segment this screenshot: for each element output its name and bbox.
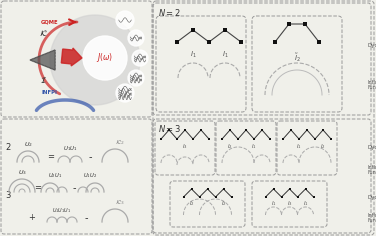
Text: 3: 3 — [5, 190, 11, 199]
Text: $I_1$: $I_1$ — [296, 143, 302, 152]
Text: $I_2$: $I_2$ — [227, 143, 233, 152]
Text: Dyck: Dyck — [368, 146, 376, 151]
Text: $I_3$: $I_3$ — [182, 143, 188, 152]
Text: 2: 2 — [5, 143, 11, 152]
Text: $U_1U_1$: $U_1U_1$ — [63, 144, 77, 153]
Text: $U_1U_2$: $U_1U_2$ — [83, 171, 97, 180]
Circle shape — [128, 30, 144, 46]
Text: $I_1$: $I_1$ — [190, 50, 196, 60]
Text: $\tilde{I}_2$: $\tilde{I}_2$ — [294, 52, 300, 64]
Text: =: = — [47, 152, 55, 161]
Text: $I_2$: $I_2$ — [221, 200, 226, 208]
Text: -: - — [72, 183, 76, 193]
Text: $\mathcal{K}_2$: $\mathcal{K}_2$ — [115, 138, 125, 147]
Text: $I_1$: $I_1$ — [251, 143, 257, 152]
Text: Influ
Func: Influ Func — [368, 213, 376, 223]
Text: $\mathcal{K}$: $\mathcal{K}$ — [39, 28, 47, 38]
Text: $I_1$: $I_1$ — [222, 50, 228, 60]
Text: Dyck: Dyck — [368, 195, 376, 201]
Circle shape — [83, 36, 127, 80]
Text: -: - — [88, 152, 92, 162]
Text: $U_3$: $U_3$ — [18, 168, 26, 177]
Text: $U_2$: $U_2$ — [24, 140, 32, 149]
Text: $I_2$: $I_2$ — [189, 200, 194, 208]
Text: INFPI: INFPI — [42, 89, 58, 94]
Circle shape — [132, 50, 148, 66]
Text: Dyck: Dyck — [368, 42, 376, 47]
FancyArrow shape — [61, 48, 82, 66]
Circle shape — [128, 70, 144, 86]
Text: $N=3$: $N=3$ — [158, 123, 181, 135]
Text: $I_3$: $I_3$ — [287, 200, 293, 208]
Text: =: = — [35, 184, 41, 193]
Text: +: + — [29, 214, 35, 223]
Text: $\mathcal{I}$: $\mathcal{I}$ — [39, 75, 47, 85]
Text: $N=2$: $N=2$ — [158, 8, 181, 18]
Text: $I_1$: $I_1$ — [271, 200, 276, 208]
Text: $U_2U_1$: $U_2U_1$ — [48, 171, 62, 180]
Circle shape — [50, 15, 140, 105]
Text: Influ
Func: Influ Func — [368, 164, 376, 175]
Text: $I_1$: $I_1$ — [303, 200, 308, 208]
Text: $J(\omega)$: $J(\omega)$ — [96, 51, 114, 64]
Text: $U_1U_1U_1$: $U_1U_1U_1$ — [52, 206, 71, 215]
Text: $I_2$: $I_2$ — [320, 143, 326, 152]
Text: GQME: GQME — [41, 20, 59, 25]
Circle shape — [116, 84, 134, 102]
Circle shape — [116, 11, 134, 29]
Text: -: - — [84, 213, 88, 223]
Text: $\mathcal{K}_3$: $\mathcal{K}_3$ — [115, 198, 125, 207]
Polygon shape — [30, 50, 55, 70]
Text: Influ
Func: Influ Func — [368, 80, 376, 90]
